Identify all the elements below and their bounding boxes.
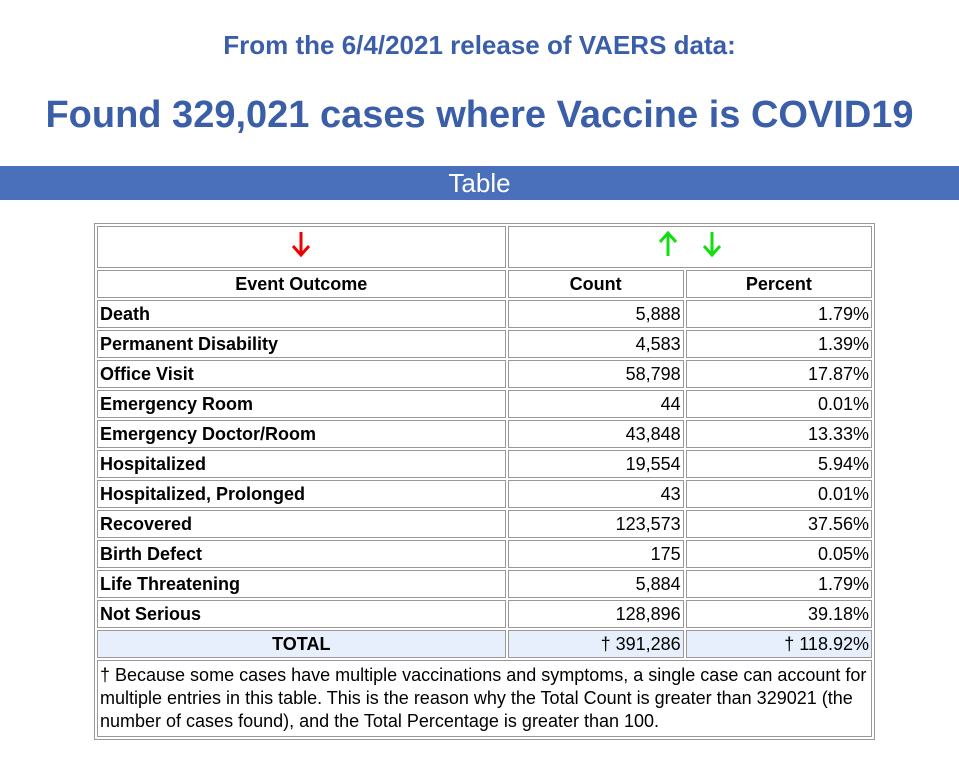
value-cell: 0.05% [685, 540, 872, 568]
sort-cell [507, 226, 872, 268]
sort-down-icon[interactable] [702, 230, 722, 258]
value-cell: 123,573 [507, 510, 684, 538]
data-row: Birth Defect 175 0.05% [97, 540, 872, 568]
footnote-row: † Because some cases have multiple vacci… [97, 660, 872, 737]
total-value: † 118.92% [685, 630, 872, 658]
outcome-label: Death [97, 300, 506, 328]
outcome-label: Hospitalized [97, 450, 506, 478]
value-cell: 44 [507, 390, 684, 418]
data-row: Life Threatening 5,884 1.79% [97, 570, 872, 598]
value-cell: 5,888 [507, 300, 684, 328]
data-row: Emergency Doctor/Room 43,848 13.33% [97, 420, 872, 448]
value-cell: 0.01% [685, 480, 872, 508]
value-cell: 17.87% [685, 360, 872, 388]
outcome-label: Hospitalized, Prolonged [97, 480, 506, 508]
outcome-label: Recovered [97, 510, 506, 538]
subtitle: From the 6/4/2021 release of VAERS data: [223, 30, 736, 60]
total-label: TOTAL [97, 630, 506, 658]
value-cell: 128,896 [507, 600, 684, 628]
total-row: TOTAL † 391,286 † 118.92% [97, 630, 872, 658]
outcome-label: Not Serious [97, 600, 506, 628]
data-row: Not Serious 128,896 39.18% [97, 600, 872, 628]
outcome-label: Office Visit [97, 360, 506, 388]
column-header: Count [507, 270, 684, 298]
value-cell: 13.33% [685, 420, 872, 448]
results-table: Event Outcome Count Percent Death 5,888 1.79%… [94, 223, 875, 740]
value-cell: 0.01% [685, 390, 872, 418]
banner: Table [0, 166, 959, 200]
footnote: † Because some cases have multiple vacci… [97, 660, 872, 737]
value-cell: 4,583 [507, 330, 684, 358]
data-row: Hospitalized 19,554 5.94% [97, 450, 872, 478]
data-row: Death 5,888 1.79% [97, 300, 872, 328]
sort-cell [97, 226, 506, 268]
outcome-label: Emergency Doctor/Room [97, 420, 506, 448]
sort-down-icon[interactable] [291, 230, 311, 258]
value-cell: 5.94% [685, 450, 872, 478]
column-header: Percent [685, 270, 872, 298]
header-row: Event Outcome Count Percent [97, 270, 872, 298]
column-header: Event Outcome [97, 270, 506, 298]
value-cell: 175 [507, 540, 684, 568]
total-value: † 391,286 [507, 630, 684, 658]
value-cell: 5,884 [507, 570, 684, 598]
sort-up-icon[interactable] [658, 230, 678, 258]
value-cell: 39.18% [685, 600, 872, 628]
data-row: Office Visit 58,798 17.87% [97, 360, 872, 388]
value-cell: 58,798 [507, 360, 684, 388]
value-cell: 43,848 [507, 420, 684, 448]
data-row: Emergency Room 44 0.01% [97, 390, 872, 418]
outcome-label: Emergency Room [97, 390, 506, 418]
value-cell: 1.39% [685, 330, 872, 358]
value-cell: 37.56% [685, 510, 872, 538]
outcome-label: Birth Defect [97, 540, 506, 568]
data-row: Recovered 123,573 37.56% [97, 510, 872, 538]
outcome-label: Permanent Disability [97, 330, 506, 358]
title: Found 329,021 cases where Vaccine is COV… [45, 94, 914, 136]
outcome-label: Life Threatening [97, 570, 506, 598]
sort-row [97, 226, 872, 268]
value-cell: 1.79% [685, 300, 872, 328]
value-cell: 19,554 [507, 450, 684, 478]
data-row: Permanent Disability 4,583 1.39% [97, 330, 872, 358]
data-row: Hospitalized, Prolonged 43 0.01% [97, 480, 872, 508]
value-cell: 43 [507, 480, 684, 508]
value-cell: 1.79% [685, 570, 872, 598]
